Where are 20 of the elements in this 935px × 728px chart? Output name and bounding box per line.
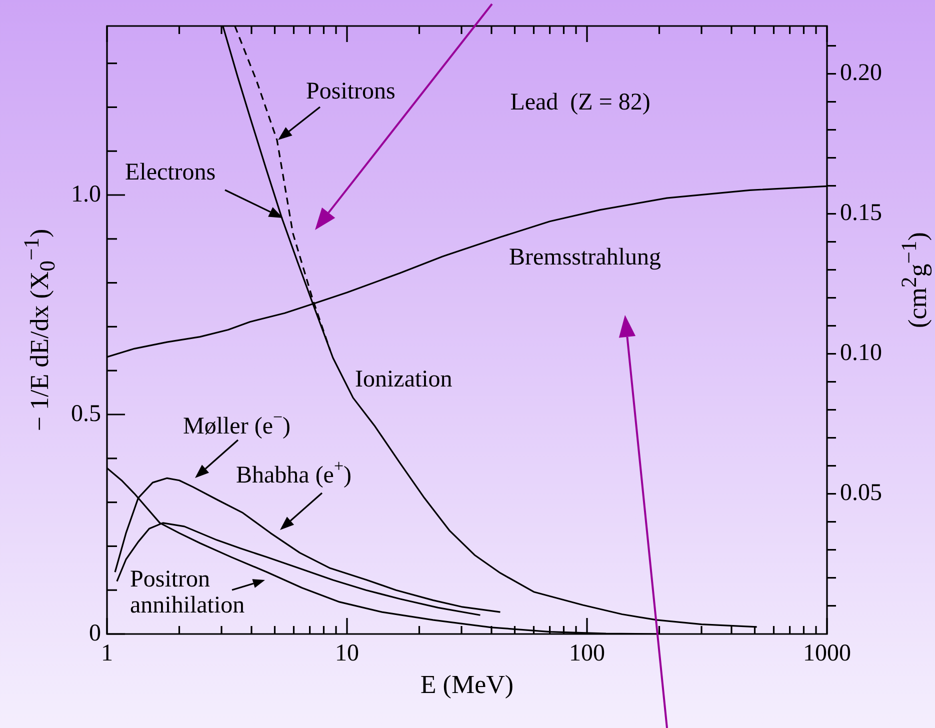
annotation: Ionization [355, 366, 452, 392]
x-axis-title: E (MeV) [420, 670, 514, 700]
y-tick-label: 0 [89, 620, 101, 646]
x-tick-label: 1 [101, 640, 113, 667]
annotation: Positrons [306, 78, 396, 104]
y2-tick-label: 0.15 [840, 200, 882, 226]
y-tick-label: 0.5 [71, 400, 101, 427]
annotation: Positron annihilation [130, 566, 245, 618]
annotation: Møller (e−) [183, 407, 291, 440]
y2-tick-label: 0.20 [840, 60, 882, 86]
text: Lead (Z = 82) [510, 89, 650, 116]
y2-tick-label: 0.10 [840, 340, 882, 366]
y2-tick-label: 0.05 [840, 480, 882, 506]
x-tick-label: 10 [335, 640, 359, 667]
x-tick-label: 100 [569, 640, 605, 667]
x-tick-label: 1000 [803, 640, 851, 667]
annotation: Bhabha (e+) [236, 456, 352, 488]
annotation: Electrons [125, 159, 216, 186]
y-tick-label: 1.0 [71, 181, 101, 208]
annotation: Bremsstrahlung [509, 244, 661, 270]
